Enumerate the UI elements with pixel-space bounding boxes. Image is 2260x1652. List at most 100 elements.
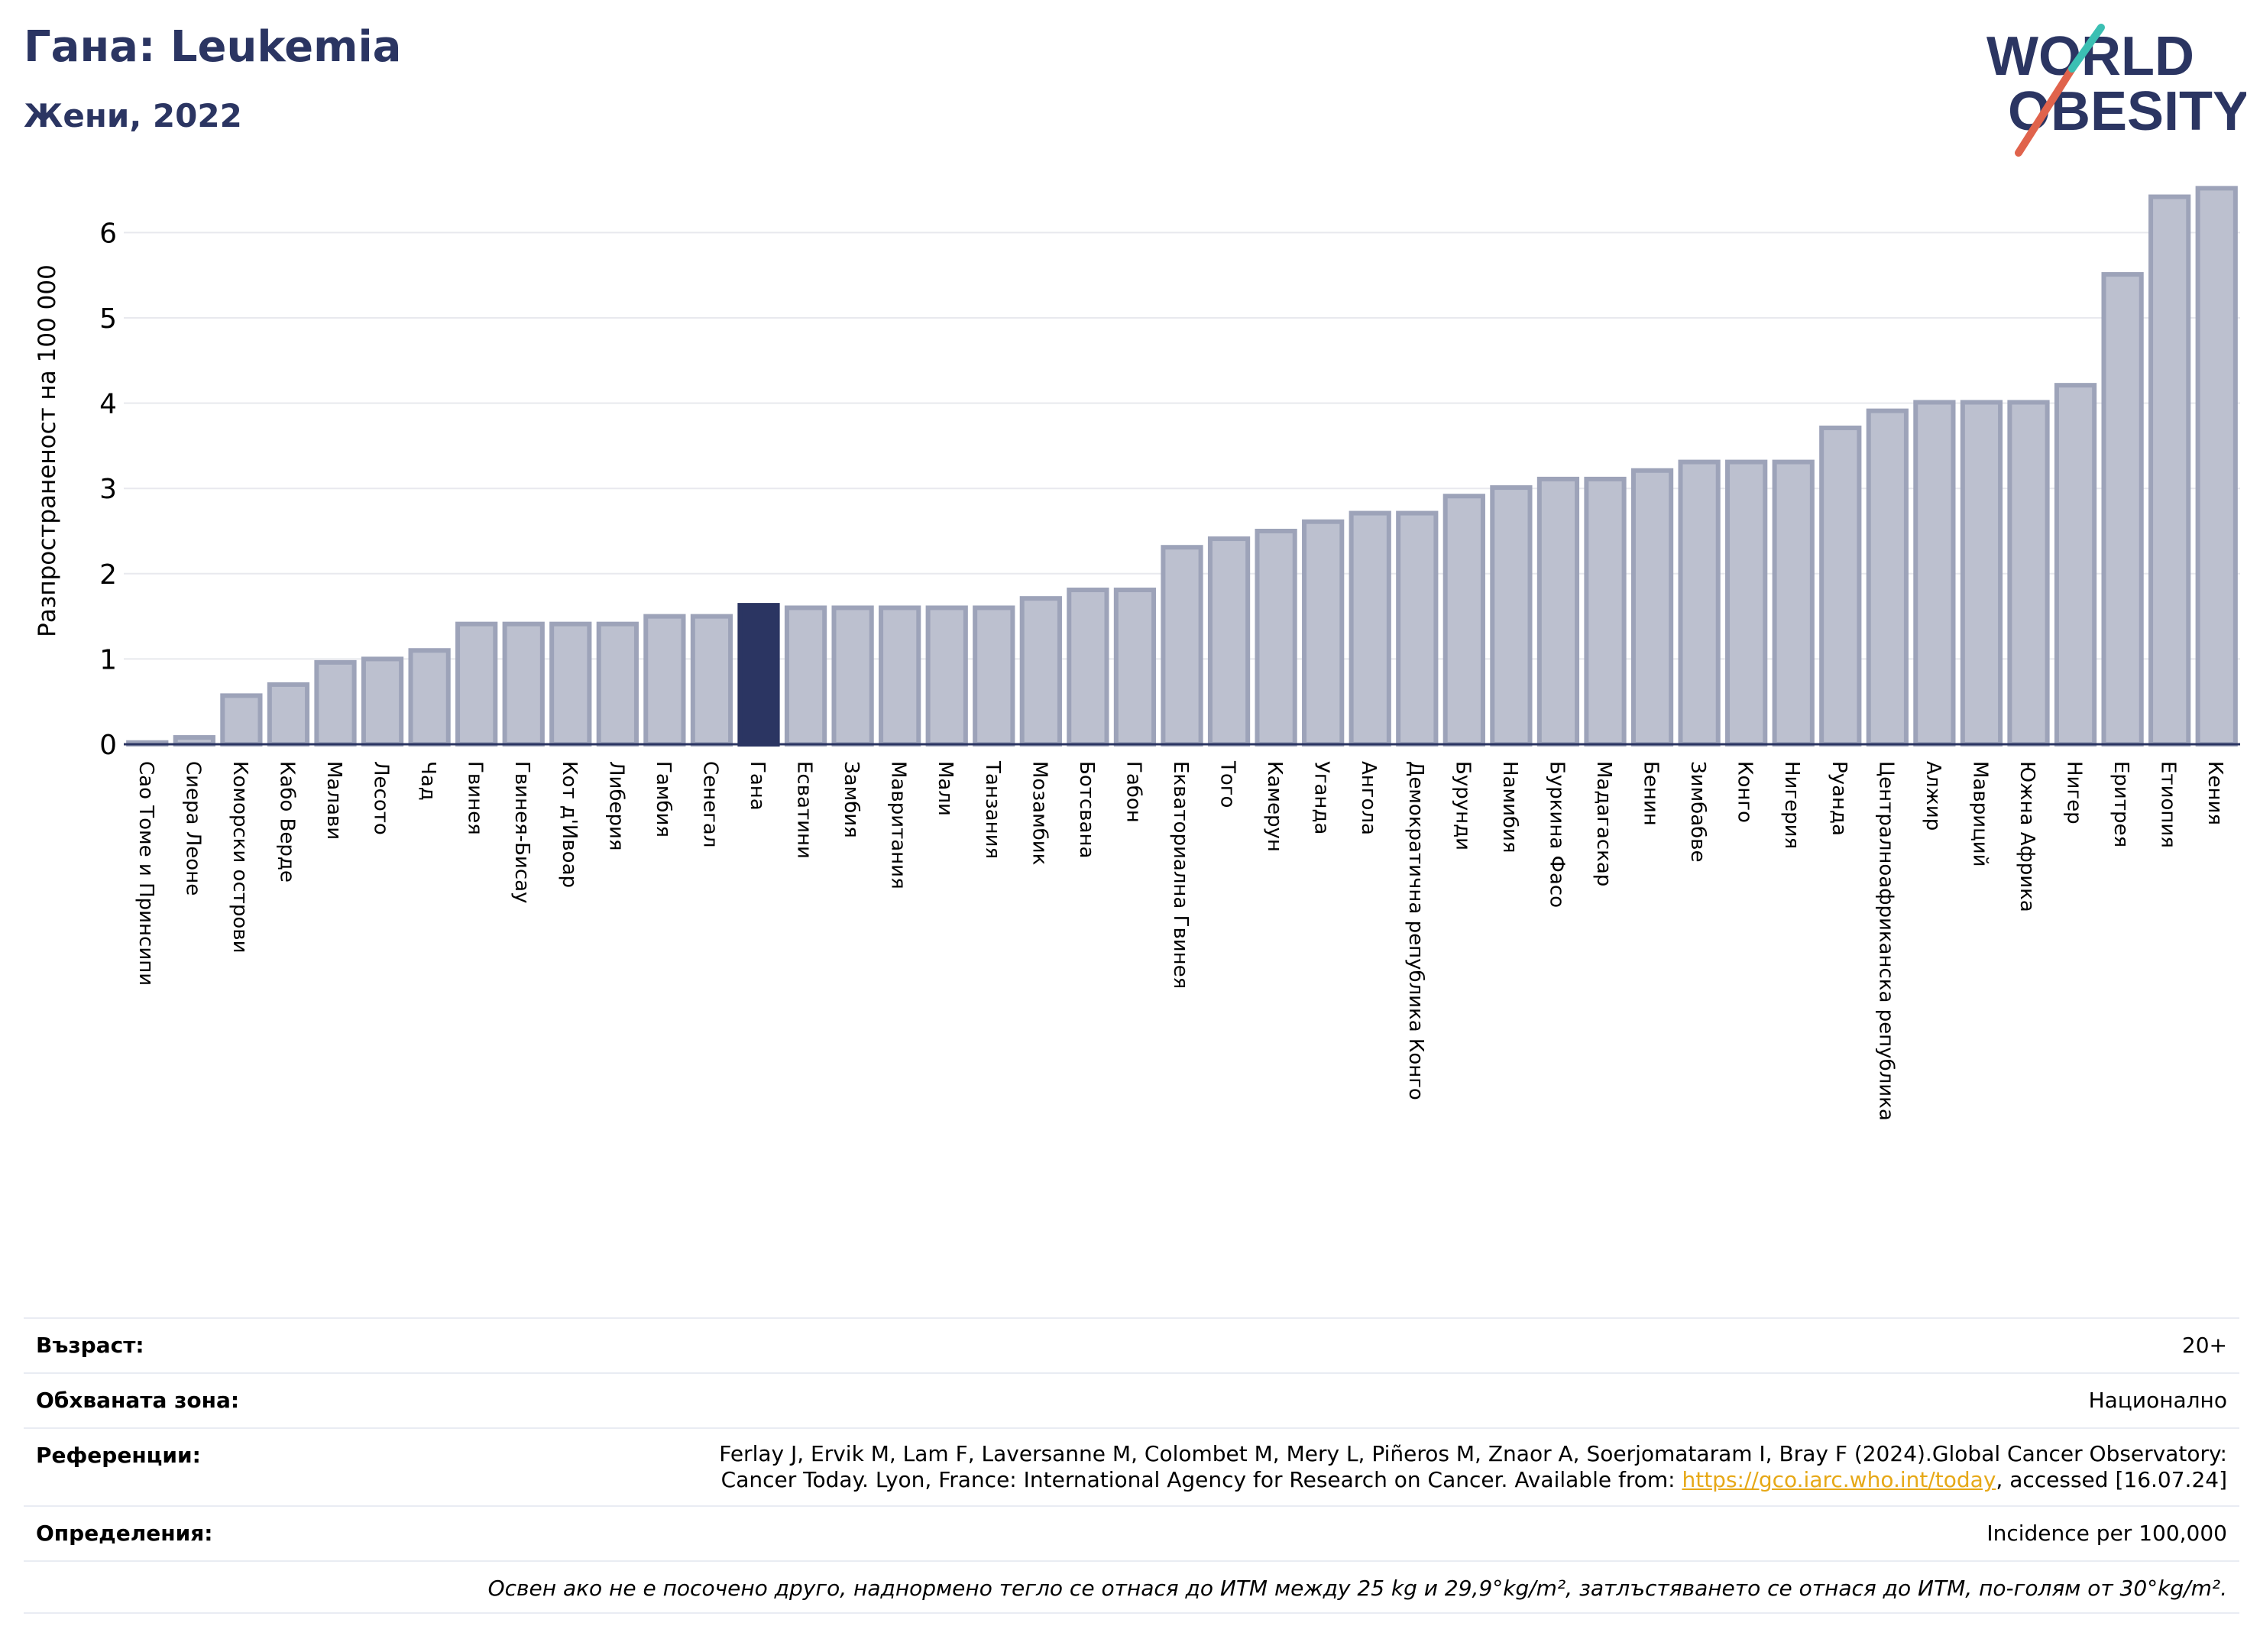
bar <box>549 621 592 747</box>
references-link[interactable]: https://gco.iarc.who.int/today <box>1682 1467 1996 1492</box>
y-axis-label: Разпространеност на 100 000 <box>34 264 61 637</box>
bar <box>1630 468 1674 747</box>
x-tick-label: Гамбия <box>652 761 675 837</box>
bar <box>267 682 310 747</box>
x-tick-label: Централноафриканска република <box>1874 761 1897 1121</box>
bar <box>314 659 357 747</box>
bar <box>1349 510 1391 747</box>
x-tick-label: Руанда <box>1828 761 1850 836</box>
bar <box>1584 476 1627 747</box>
x-tick-label: Танзания <box>981 760 1004 859</box>
references-value: Ferlay J, Ervik M, Lam F, Laversanne M, … <box>719 1441 2227 1493</box>
bar <box>1866 408 1909 747</box>
x-tick-label: Алжир <box>1922 761 1944 831</box>
x-tick-label: Габон <box>1122 761 1145 823</box>
x-tick-label: Камерун <box>1263 761 1286 852</box>
x-tick-label: Еритрея <box>2109 761 2132 847</box>
bar <box>1207 536 1251 747</box>
bar <box>1442 494 1485 747</box>
x-tick-label: Кот д'Ивоар <box>558 761 581 888</box>
bar <box>1819 425 1862 747</box>
x-tick-label: Бурунди <box>1451 761 1474 850</box>
x-tick-label: Того <box>1216 760 1239 808</box>
page-title: Гана: Leukemia <box>24 22 402 72</box>
x-tick-label: Либерия <box>604 761 627 851</box>
info-row-coverage: Обхваната зона: Национално <box>24 1372 2239 1427</box>
references-line2: Cancer Today. Lyon, France: Internationa… <box>720 1467 2227 1492</box>
x-tick-label: Ангола <box>1357 761 1380 835</box>
bar <box>2148 194 2191 747</box>
x-tick-label: Коморски острови <box>228 761 251 954</box>
bar <box>1161 545 1203 747</box>
x-tick-label: Сао Томе и Принсипи <box>134 761 157 986</box>
y-axis-ticks: 0 1 2 3 4 5 6 <box>99 218 117 761</box>
y-tick-label: 5 <box>99 303 117 335</box>
age-value: 20+ <box>2181 1333 2227 1358</box>
bar-chart: 0 1 2 3 4 5 6 Сао Томе и Принсипи Сиера Леоне Ко… <box>34 186 2240 1121</box>
references-line1: Ferlay J, Ervik M, Lam F, Laversanne M, … <box>719 1441 2227 1466</box>
bar <box>2054 383 2097 747</box>
info-row-references: Референции: Ferlay J, Ervik M, Lam F, La… <box>24 1427 2239 1505</box>
x-tick-label: Сиера Леоне <box>181 761 204 896</box>
bar <box>1960 400 2003 747</box>
y-tick-label: 1 <box>99 644 117 675</box>
y-tick-label: 4 <box>99 389 117 420</box>
bar <box>2007 400 2050 747</box>
x-tick-label: Мали <box>934 761 957 816</box>
bar <box>455 621 498 747</box>
bar <box>1913 400 1956 747</box>
y-tick-label: 3 <box>99 474 117 505</box>
x-tick-label: Зимбабве <box>1686 761 1709 863</box>
y-tick-label: 2 <box>99 559 117 591</box>
coverage-label: Обхваната зона: <box>36 1388 240 1413</box>
world-obesity-logo: WORLD OBESITY <box>1986 24 2246 157</box>
x-tick-label: Малави <box>322 761 345 840</box>
x-tick-label: Намибия <box>1498 761 1521 854</box>
bar <box>1067 588 1109 747</box>
references-label: Референции: <box>36 1443 201 1468</box>
bar <box>1772 459 1815 747</box>
bar <box>784 605 827 747</box>
bar <box>408 648 451 747</box>
bar <box>1302 519 1345 747</box>
bar <box>831 605 874 747</box>
y-tick-label: 0 <box>99 730 117 761</box>
bar <box>1019 596 1062 747</box>
age-label: Възраст: <box>36 1333 144 1358</box>
bar <box>2195 186 2238 747</box>
bar <box>2101 272 2144 747</box>
x-tick-label: Демократична република Конго <box>1404 761 1427 1100</box>
info-row-footnote: Освен ако не е посочено друго, наднормен… <box>24 1560 2239 1614</box>
bar <box>1113 588 1157 747</box>
x-tick-label: Гвинея <box>464 761 487 835</box>
x-tick-label: Гвинея-Бисау <box>510 761 533 903</box>
x-tick-label: Екваториална Гвинея <box>1169 761 1192 989</box>
bar <box>925 605 968 747</box>
x-tick-label: Кения <box>2203 761 2226 825</box>
bar <box>1725 459 1768 747</box>
x-tick-label: Гана <box>746 761 769 811</box>
x-tick-label: Ботсвана <box>1075 761 1098 858</box>
bar <box>690 614 733 747</box>
x-tick-label: Замбия <box>840 761 863 838</box>
bar <box>596 621 639 747</box>
bars <box>126 186 2238 747</box>
x-tick-label: Сенегал <box>698 761 721 847</box>
definitions-value: Incidence per 100,000 <box>1986 1521 2227 1546</box>
info-row-definitions: Определения: Incidence per 100,000 <box>24 1505 2239 1560</box>
page-subtitle: Жени, 2022 <box>24 97 242 134</box>
bar-highlighted <box>737 603 780 747</box>
info-table: Възраст: 20+ Обхваната зона: Национално … <box>24 1317 2239 1614</box>
x-tick-label: Нигер <box>2063 761 2086 824</box>
x-tick-label: Мадагаскар <box>1592 761 1615 886</box>
x-tick-label: Конго <box>1734 761 1757 823</box>
coverage-value: Национално <box>2088 1388 2227 1413</box>
x-tick-label: Буркина Фасо <box>1545 761 1568 908</box>
x-tick-label: Кабо Верде <box>275 761 298 883</box>
bar <box>1678 459 1721 747</box>
bar <box>502 621 545 747</box>
x-tick-label: Есватини <box>793 761 816 859</box>
bar <box>1490 485 1533 747</box>
x-tick-label: Бенин <box>1640 761 1663 826</box>
bar <box>1255 529 1297 747</box>
